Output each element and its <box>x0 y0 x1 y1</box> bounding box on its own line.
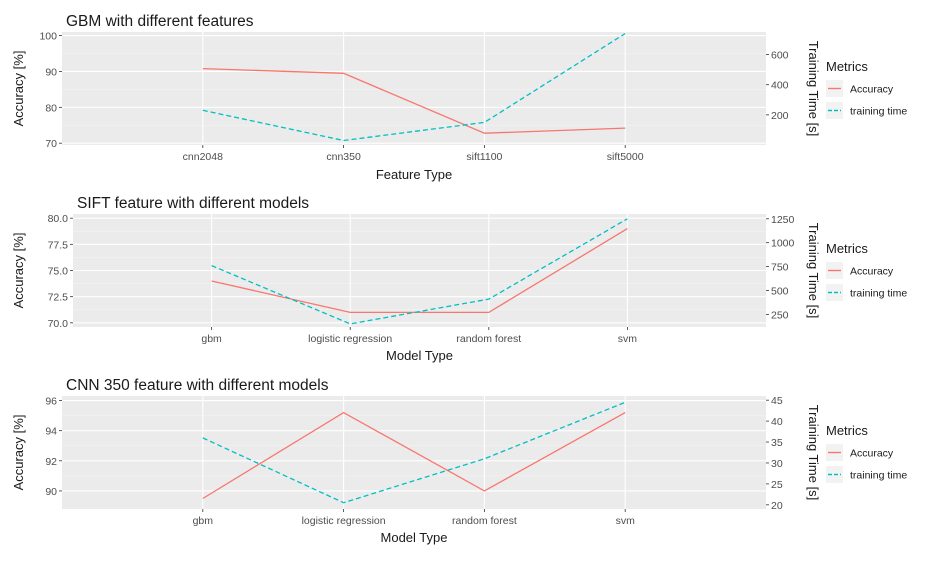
x-tick-label: gbm <box>193 515 214 527</box>
y-tick-label: 92 <box>45 456 57 468</box>
x-tick-label: random forest <box>456 333 521 345</box>
x-tick-label: logistic regression <box>302 515 386 527</box>
x-tick-label: cnn2048 <box>183 151 223 163</box>
y2-tick-label: 25 <box>771 479 783 491</box>
y-tick-label: 70.0 <box>48 318 69 330</box>
y2-tick-label: 250 <box>771 309 789 321</box>
legend-label: training time <box>850 106 907 118</box>
y2-tick-label: 200 <box>771 110 789 122</box>
y-axis-label: Accuracy [%] <box>11 415 26 491</box>
y-tick-label: 77.5 <box>48 239 69 251</box>
chart-title: CNN 350 feature with different models <box>66 377 329 394</box>
chart-title: SIFT feature with different models <box>77 195 309 212</box>
x-tick-label: sift1100 <box>466 151 502 163</box>
y-tick-label: 75.0 <box>48 266 69 278</box>
y2-tick-label: 20 <box>771 500 783 512</box>
x-tick-label: svm <box>618 333 638 345</box>
y2-tick-label: 40 <box>771 416 783 428</box>
y-axis-label: Accuracy [%] <box>11 51 26 127</box>
y-axis-label: Accuracy [%] <box>11 233 26 309</box>
legend-title: Metrics <box>826 241 868 256</box>
chart-panel-2: SIFT feature with different models 70.0 72… <box>11 195 907 363</box>
y2-tick-label: 750 <box>771 262 789 274</box>
y-tick-label: 80.0 <box>48 213 69 225</box>
legend-title: Metrics <box>826 423 868 438</box>
y2-tick-label: 30 <box>771 458 783 470</box>
y-tick-label: 96 <box>45 396 57 408</box>
x-axis-label: Model Type <box>381 530 448 545</box>
legend-label: Accuracy <box>850 84 894 96</box>
x-tick-label: random forest <box>452 515 517 527</box>
y2-tick-label: 1250 <box>771 214 795 226</box>
y2-tick-label: 35 <box>771 437 783 449</box>
y-tick-label: 70 <box>45 138 57 150</box>
x-tick-label: logistic regression <box>308 333 392 345</box>
legend-label: training time <box>850 288 907 300</box>
y-tick-label: 100 <box>39 31 57 43</box>
y-tick-label: 72.5 <box>48 292 69 304</box>
y2-axis-label: Training Time [s] <box>806 223 821 319</box>
x-tick-label: sift5000 <box>607 151 644 163</box>
plot-background <box>62 396 766 509</box>
y-tick-label: 94 <box>45 426 57 438</box>
legend: Metrics Accuracy training time <box>826 241 907 301</box>
y2-tick-label: 400 <box>771 80 789 92</box>
legend: Metrics Accuracy training time <box>826 59 907 119</box>
chart-panel-3: CNN 350 feature with different models 90 9… <box>11 377 907 545</box>
y2-tick-label: 45 <box>771 395 783 407</box>
x-tick-label: svm <box>616 515 636 527</box>
x-tick-label: cnn350 <box>326 151 361 163</box>
x-axis-label: Model Type <box>386 348 453 363</box>
legend: Metrics Accuracy training time <box>826 423 907 483</box>
y2-tick-label: 500 <box>771 285 789 297</box>
chart-panel-1: GBM with different features 70 80 90 100 200 4… <box>11 13 907 182</box>
legend-label: Accuracy <box>850 448 894 460</box>
legend-label: training time <box>850 470 907 482</box>
legend-title: Metrics <box>826 59 868 74</box>
y2-axis-label: Training Time [s] <box>806 41 821 137</box>
y2-tick-label: 600 <box>771 50 789 62</box>
x-tick-label: gbm <box>201 333 222 345</box>
y-tick-label: 80 <box>45 102 57 114</box>
chart-title: GBM with different features <box>66 13 254 30</box>
legend-label: Accuracy <box>850 266 894 278</box>
x-axis-label: Feature Type <box>376 167 452 182</box>
y2-tick-label: 1000 <box>771 238 795 250</box>
plot-background <box>62 32 766 145</box>
y-tick-label: 90 <box>45 486 57 498</box>
y2-axis-label: Training Time [s] <box>806 405 821 501</box>
y-tick-label: 90 <box>45 66 57 78</box>
